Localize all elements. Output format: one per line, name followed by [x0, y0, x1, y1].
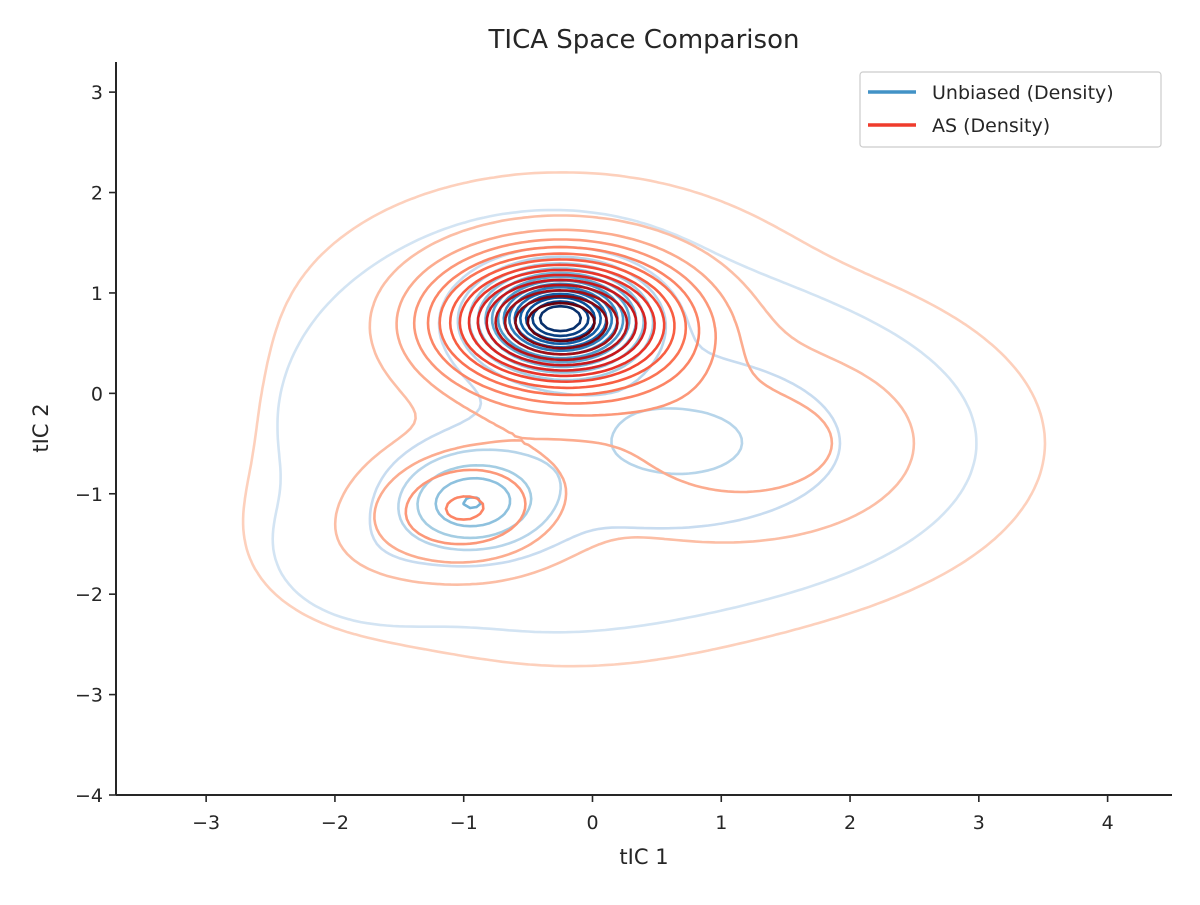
series-contours-1 [241, 171, 1047, 668]
contour-line [438, 252, 688, 397]
series-contours-0 [271, 208, 978, 634]
contour-line [426, 245, 701, 521]
y-tick-label: 3 [91, 82, 103, 104]
y-tick-label: 1 [91, 283, 103, 305]
contour-line [531, 300, 590, 338]
x-tick-label: 0 [586, 812, 598, 834]
contour-line [494, 283, 629, 362]
legend: Unbiased (Density) AS (Density) [859, 71, 1162, 148]
y-tick-label: 0 [91, 383, 103, 405]
contour-line [373, 228, 834, 564]
x-tick-label: −3 [192, 812, 220, 834]
contour-line [503, 289, 619, 356]
legend-label-as: AS (Density) [932, 115, 1050, 137]
x-tick-label: −1 [450, 812, 478, 834]
legend-box [859, 71, 1162, 148]
y-tick-label: 2 [91, 183, 103, 205]
contour-line [526, 301, 596, 343]
chart-title: TICA Space Comparison [488, 25, 800, 55]
x-axis-label: tIC 1 [619, 845, 668, 869]
contour-line [467, 268, 656, 378]
contour-line [448, 258, 676, 390]
y-tick-label: −4 [75, 785, 103, 807]
y-tick-label: −1 [75, 484, 103, 506]
x-tick-label: 2 [844, 812, 856, 834]
axes: −3 −2 −1 0 1 2 3 4 −4 −3 −2 −1 0 1 2 3 [75, 62, 1172, 834]
x-tick-label: −2 [321, 812, 349, 834]
y-tick-label: −2 [75, 584, 103, 606]
contour-line [458, 263, 666, 383]
contour-line [333, 214, 916, 586]
y-axis-label: tIC 2 [29, 403, 53, 452]
contour-line [476, 273, 647, 372]
legend-label-unbiased: Unbiased (Density) [932, 82, 1114, 104]
contour-line [404, 238, 717, 546]
contour-line [485, 278, 638, 367]
y-tick-label: −3 [75, 685, 103, 707]
contour-line [514, 294, 609, 350]
contour-layer [241, 171, 1047, 668]
x-tick-label: 1 [715, 812, 727, 834]
x-tick-label: 4 [1102, 812, 1114, 834]
contour-line [538, 304, 583, 333]
x-tick-label: 3 [973, 812, 985, 834]
contour-line [241, 171, 1047, 668]
contour-line [271, 208, 978, 634]
